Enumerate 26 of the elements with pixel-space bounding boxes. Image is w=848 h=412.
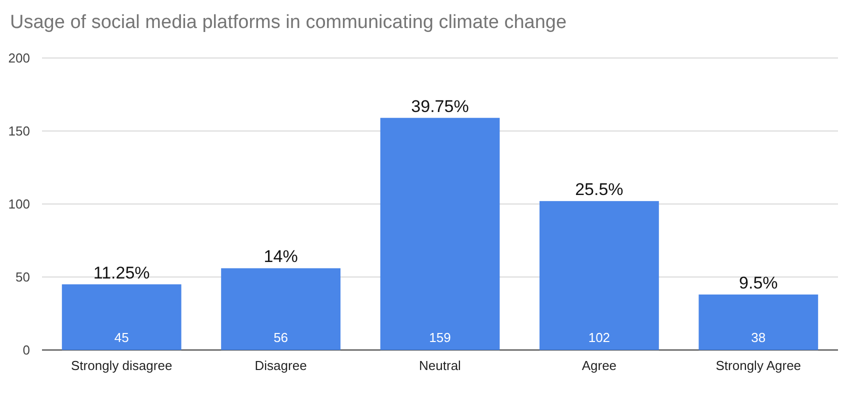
x-tick-label: Agree [582,358,617,373]
x-tick-label: Disagree [254,358,307,373]
annotation: 25.5% [575,180,624,200]
y-tick-label: 100 [8,196,30,212]
annotation: 9.5% [739,274,778,293]
chart-title: Usage of social media platforms in communicating climate change [10,12,567,33]
data-label: 102 [588,330,610,345]
bar [540,201,659,350]
x-tick-label: Strongly disagree [71,358,172,373]
y-tick-label: 200 [8,50,30,66]
y-tick-label: 50 [16,270,30,285]
annotation: 11.25% [93,263,150,282]
bar [62,284,182,350]
annotation: 14% [264,247,298,266]
bar [698,294,818,350]
annotation: 39.75% [411,96,469,116]
data-label: 56 [274,330,288,345]
bar [380,118,500,350]
bar [221,268,340,350]
x-tick-label: Strongly Agree [716,358,802,373]
data-label: 38 [751,330,766,345]
y-tick-label: 0 [22,342,30,358]
data-label: 45 [114,330,129,345]
x-tick-label: Neutral [419,358,462,373]
y-tick-label: 150 [8,124,30,139]
data-label: 159 [429,330,451,345]
